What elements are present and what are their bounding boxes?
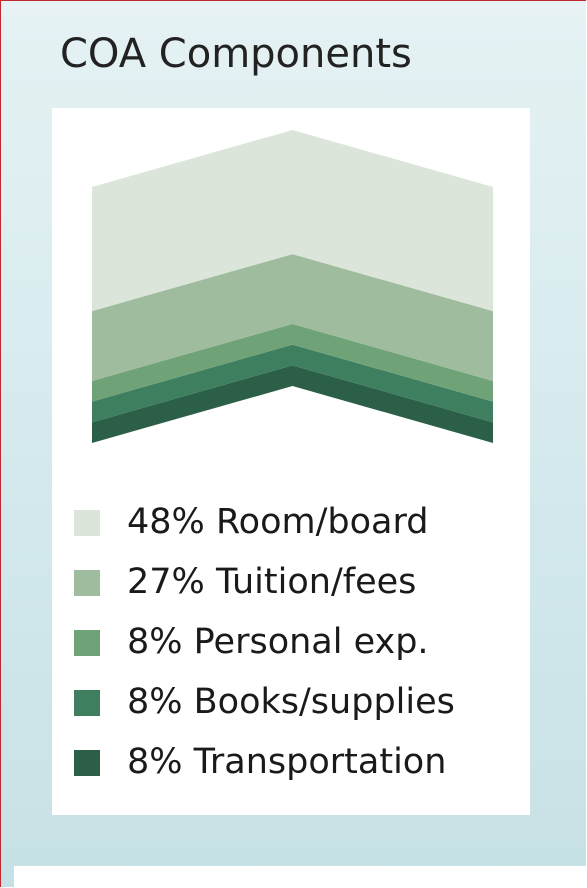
legend-label: 8% Transportation (127, 742, 446, 782)
legend-label: 8% Personal exp. (127, 622, 429, 662)
segment (92, 365, 493, 443)
chart-title: COA Components (60, 31, 412, 77)
segment (92, 130, 493, 312)
legend-name: Transportation (193, 742, 447, 782)
legend-name: Tuition/fees (215, 562, 416, 602)
legend-name: Room/board (216, 502, 429, 542)
legend-value: 8% (127, 742, 183, 782)
legend-swatch (74, 690, 100, 716)
legend-swatch (74, 570, 100, 596)
legend-value: 8% (127, 682, 183, 722)
legend-name: Personal exp. (194, 622, 429, 662)
legend-value: 8% (127, 622, 183, 662)
legend-label: 8% Books/supplies (127, 682, 455, 722)
legend-label: 48% Room/board (127, 502, 428, 542)
legend-value: 27% (127, 562, 205, 602)
segment (92, 323, 493, 402)
segment (92, 254, 493, 381)
legend-value: 48% (127, 502, 205, 542)
legend-swatch (74, 630, 100, 656)
legend-name: Books/supplies (194, 682, 455, 722)
legend-swatch (74, 750, 100, 776)
legend-swatch (74, 510, 100, 536)
segment (92, 344, 493, 423)
legend-label: 27% Tuition/fees (127, 562, 416, 602)
footer-strip (14, 866, 587, 888)
